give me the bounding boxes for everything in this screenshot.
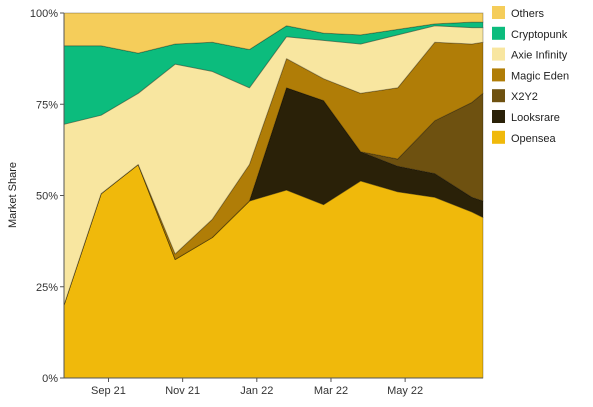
area-layers: [63, 12, 484, 379]
y-tick-label: 0%: [42, 373, 58, 385]
legend-swatch-x2y2: [492, 89, 505, 103]
legend-label-cryptopunk: Cryptopunk: [511, 29, 568, 41]
legend-label-x2y2: X2Y2: [511, 91, 538, 103]
legend-label-axie-infinity: Axie Infinity: [511, 50, 568, 62]
x-tick-label: Jan 22: [240, 385, 273, 397]
y-tick-label: 100%: [30, 8, 58, 20]
x-tick-label: Mar 22: [314, 385, 348, 397]
legend-swatch-axie-infinity: [492, 47, 505, 61]
legend-label-others: Others: [511, 8, 545, 20]
area-others: [63, 12, 484, 54]
y-tick-label: 50%: [36, 191, 58, 203]
legend-swatch-opensea: [492, 130, 505, 144]
legend-label-magic-eden: Magic Eden: [511, 70, 569, 82]
area-x2y2: [63, 87, 484, 306]
area-opensea: [63, 164, 484, 379]
area-cryptopunk: [63, 21, 484, 125]
legend-swatch-cryptopunk: [492, 26, 505, 40]
area-magic-eden: [63, 41, 484, 306]
x-tick-label: Sep 21: [91, 385, 126, 397]
y-tick-label: 75%: [36, 99, 58, 111]
area-looksrare: [63, 87, 484, 306]
legend-swatch-magic-eden: [492, 68, 505, 82]
legend-swatch-looksrare: [492, 110, 505, 123]
legend: Others Cryptopunk Axie Infinity Magic Eden X…: [492, 6, 569, 145]
y-axis-title: Market Share: [7, 162, 19, 228]
legend-label-opensea: Opensea: [511, 133, 557, 145]
legend-swatch-others: [492, 6, 505, 19]
x-tick-label: Nov 21: [165, 385, 200, 397]
x-tick-label: May 22: [387, 385, 423, 397]
y-tick-label: 25%: [36, 282, 58, 294]
legend-label-looksrare: Looksrare: [511, 112, 560, 124]
axes: 0% 25% 50% 75% 100% Sep 21 Nov 21 Jan 22 Mar 22 M…: [30, 8, 483, 397]
